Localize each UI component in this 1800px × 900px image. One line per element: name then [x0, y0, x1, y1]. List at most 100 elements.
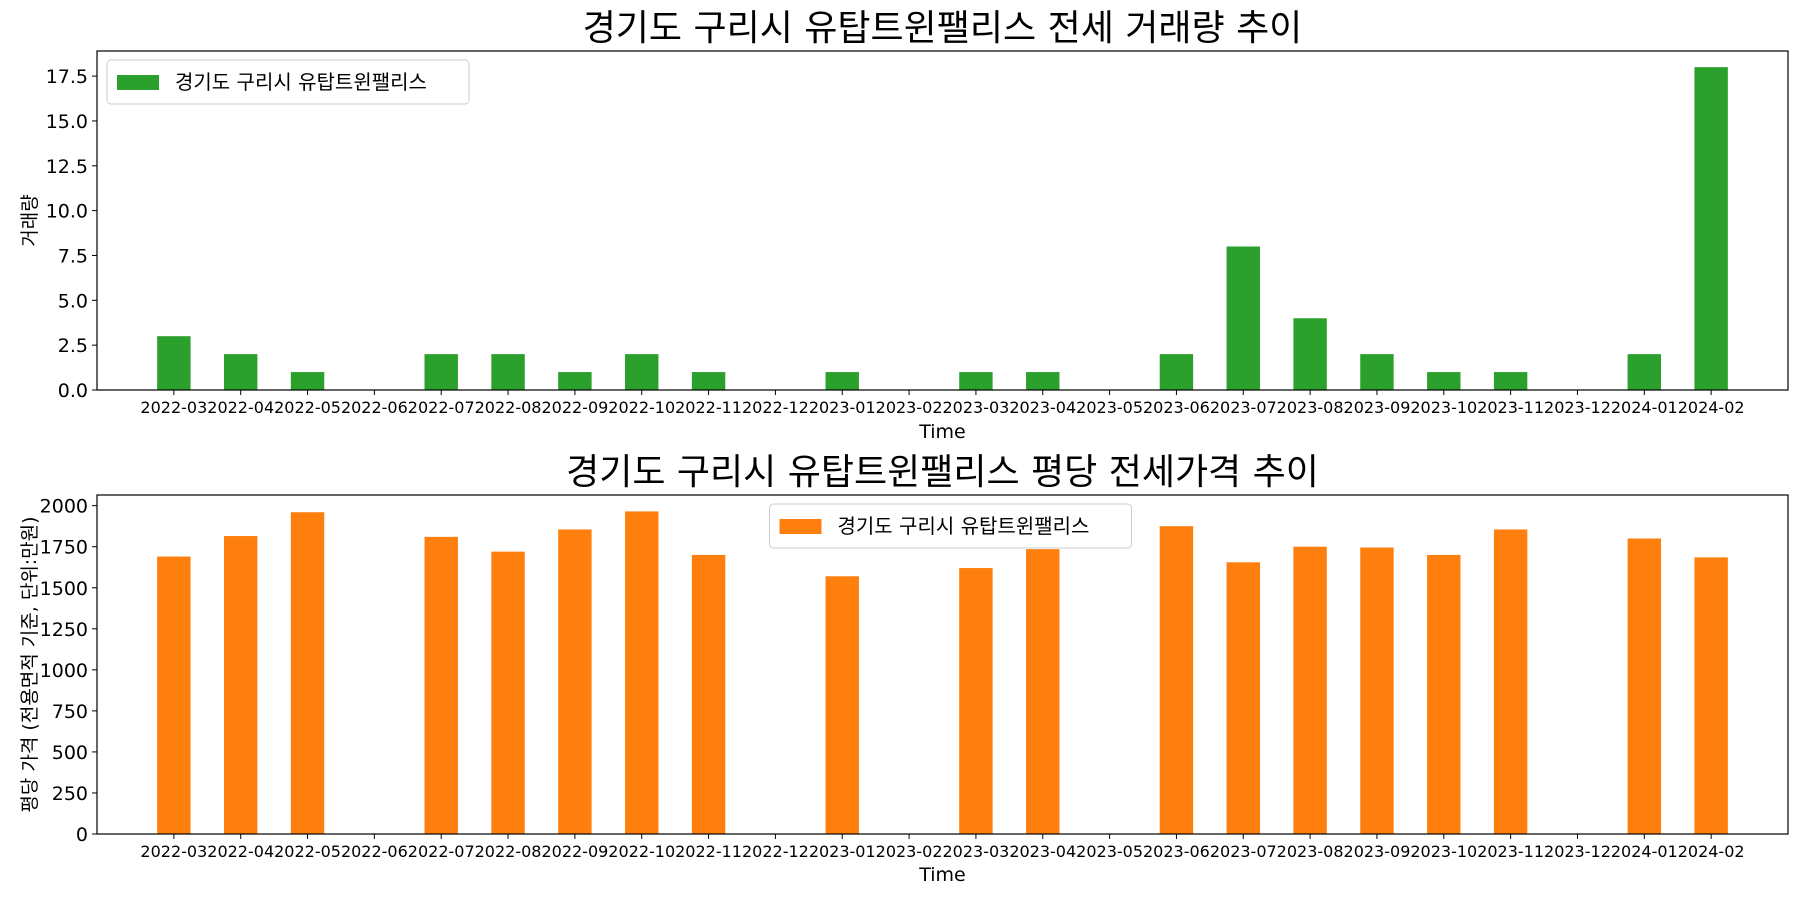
- x-tick-label: 2022-12: [742, 842, 809, 861]
- x-tick-label: 2023-05: [1076, 398, 1143, 417]
- x-tick-label: 2022-08: [475, 842, 542, 861]
- x-tick-label: 2022-09: [541, 842, 608, 861]
- y-tick-label: 250: [52, 783, 88, 805]
- x-tick-label: 2022-03: [140, 842, 207, 861]
- x-tick-label: 2023-03: [942, 842, 1009, 861]
- x-tick-label: 2022-05: [274, 842, 341, 861]
- bar: [625, 511, 659, 834]
- bar: [625, 354, 659, 390]
- bar: [491, 551, 525, 834]
- bar: [223, 536, 258, 834]
- bar: [157, 336, 191, 390]
- bar: [491, 354, 525, 390]
- bar: [1427, 372, 1461, 390]
- x-tick-label: 2022-08: [475, 398, 542, 417]
- chart-title: 경기도 구리시 유탑트윈팰리스 평당 전세가격 추이: [566, 452, 1319, 493]
- x-tick-label: 2023-04: [1009, 842, 1076, 861]
- y-tick-label: 12.5: [46, 156, 88, 178]
- bar: [691, 554, 726, 834]
- y-axis-label: 평당 가격 (전용면적 기준, 단위:만원): [19, 516, 41, 812]
- x-tick-label: 2024-02: [1678, 842, 1745, 861]
- y-tick-label: 2000: [40, 496, 88, 518]
- x-tick-label: 2023-12: [1544, 398, 1611, 417]
- x-tick-label: 2022-10: [608, 398, 675, 417]
- bar: [1493, 529, 1528, 834]
- bar: [959, 372, 993, 390]
- legend-box: [106, 59, 470, 105]
- x-tick-label: 2023-07: [1210, 842, 1277, 861]
- legend: 경기도 구리시 유탑트윈팰리스: [769, 503, 1132, 549]
- bar: [424, 536, 458, 834]
- x-tick-label: 2023-09: [1344, 398, 1411, 417]
- x-tick-label: 2022-09: [541, 398, 608, 417]
- y-axis-label: 거래량: [19, 194, 41, 246]
- bar: [1627, 538, 1662, 834]
- y-tick-label: 15.0: [46, 111, 88, 133]
- x-tick-label: 2022-11: [675, 842, 742, 861]
- x-tick-label: 2023-02: [876, 842, 943, 861]
- x-tick-label: 2023-05: [1076, 842, 1143, 861]
- x-tick-label: 2022-10: [608, 842, 675, 861]
- x-tick-label: 2023-11: [1477, 842, 1544, 861]
- x-tick-label: 2023-11: [1477, 398, 1544, 417]
- legend-label: 경기도 구리시 유탑트윈팰리스: [175, 70, 427, 94]
- x-tick-label: 2022-06: [341, 398, 408, 417]
- x-tick-label: 2023-09: [1344, 842, 1411, 861]
- bar: [1226, 246, 1260, 390]
- chart-panel-2: 2022-03 2022-04 2022-05 2022-06 2022-07 2022-…: [19, 452, 1789, 886]
- bar: [1493, 372, 1528, 390]
- y-tick-label: 0: [76, 824, 88, 846]
- x-tick-label: 2022-05: [274, 398, 341, 417]
- axes-frame: [96, 494, 1789, 835]
- bar: [290, 512, 325, 834]
- legend-box: [769, 503, 1132, 549]
- y-tick-label: 1000: [40, 660, 88, 682]
- bar: [1360, 547, 1394, 834]
- x-tick-label: 2024-02: [1678, 398, 1745, 417]
- bar: [1427, 554, 1461, 834]
- chart-title: 경기도 구리시 유탑트윈팰리스 전세 거래량 추이: [583, 8, 1303, 49]
- bar: [290, 372, 325, 390]
- x-tick-label: 2023-02: [876, 398, 943, 417]
- y-tick-label: 10.0: [46, 201, 88, 223]
- bar: [825, 576, 859, 834]
- x-tick-label: 2022-06: [341, 842, 408, 861]
- y-tick-label: 500: [52, 742, 88, 764]
- x-tick-label: 2023-01: [809, 842, 876, 861]
- y-tick-label: 0.0: [58, 380, 88, 402]
- legend-label: 경기도 구리시 유탑트윈팰리스: [838, 514, 1090, 538]
- y-tick-label: 17.5: [46, 66, 88, 88]
- bar: [1694, 67, 1728, 390]
- x-tick-label: 2023-07: [1210, 398, 1277, 417]
- bar: [157, 556, 191, 834]
- x-axis-label: Time: [918, 864, 966, 886]
- bar: [223, 354, 258, 390]
- x-tick-label: 2023-10: [1410, 398, 1477, 417]
- x-tick-label: 2022-07: [408, 842, 475, 861]
- y-tick-label: 750: [52, 701, 88, 723]
- x-tick-label: 2022-12: [742, 398, 809, 417]
- legend-swatch: [779, 519, 822, 534]
- x-tick-label: 2023-12: [1544, 842, 1611, 861]
- bar: [558, 372, 592, 390]
- bar: [1226, 562, 1260, 834]
- y-tick-label: 1500: [40, 578, 88, 600]
- bar: [825, 372, 859, 390]
- axes-frame: [96, 50, 1789, 391]
- bar: [1026, 549, 1060, 834]
- x-tick-label: 2023-10: [1410, 842, 1477, 861]
- x-tick-label: 2023-06: [1143, 398, 1210, 417]
- x-tick-label: 2023-04: [1009, 398, 1076, 417]
- y-tick-label: 2.5: [58, 335, 88, 357]
- legend: 경기도 구리시 유탑트윈팰리스: [106, 59, 470, 105]
- bar: [1293, 546, 1327, 834]
- bar: [1694, 557, 1728, 834]
- bar: [1627, 354, 1662, 390]
- x-tick-label: 2022-04: [207, 842, 274, 861]
- x-tick-label: 2023-01: [809, 398, 876, 417]
- y-tick-label: 5.0: [58, 290, 88, 312]
- bar: [959, 568, 993, 834]
- x-tick-label: 2022-03: [140, 398, 207, 417]
- x-tick-label: 2024-01: [1611, 842, 1678, 861]
